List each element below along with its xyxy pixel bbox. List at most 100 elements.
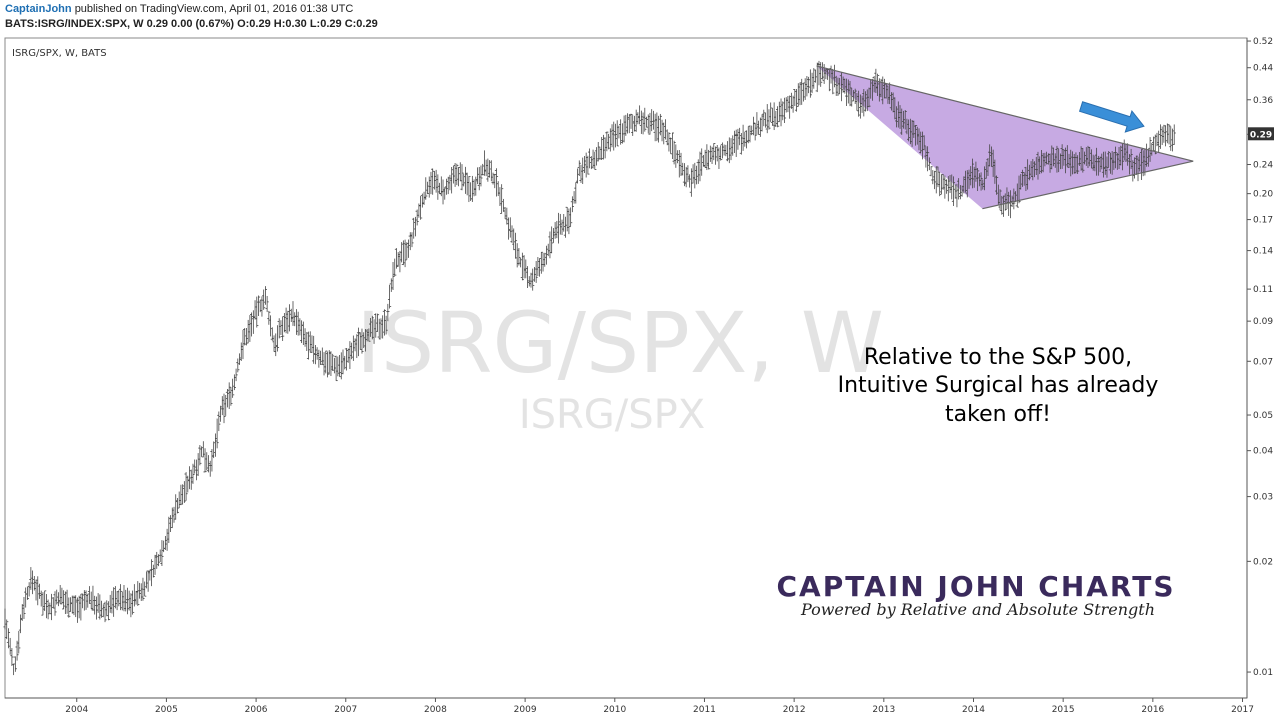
x-axis-ticks: 2004 2005 2006 2007 2008 2009 2010 2011 2012 2013…	[65, 698, 1254, 715]
ohlc-bar	[360, 328, 364, 354]
ohlc-bar	[396, 252, 400, 267]
ohlc-bar	[143, 581, 147, 597]
ohlc-bar	[724, 144, 728, 157]
ohlc-bar	[1003, 193, 1007, 211]
ohlc-bar	[170, 507, 174, 529]
ohlc-bar	[144, 571, 149, 589]
ohlc-bar	[469, 182, 473, 201]
ohlc-bar	[808, 69, 812, 98]
ohlc-bar	[415, 209, 419, 226]
ohlc-bar	[403, 239, 407, 268]
watermark-sub: ISRG/SPX	[519, 392, 705, 438]
ohlc-bar	[456, 166, 461, 187]
y-tick-label: 0.44	[1253, 64, 1273, 74]
ohlc-bar	[926, 146, 930, 172]
ohlc-bar	[198, 445, 202, 466]
ohlc-bar	[43, 590, 47, 612]
ohlc-bar	[470, 175, 474, 202]
ohlc-bar	[412, 217, 416, 239]
ohlc-bar	[105, 600, 109, 617]
ohlc-bar	[475, 167, 480, 185]
ohlc-bar	[481, 163, 485, 176]
ohlc-bar	[241, 329, 245, 360]
ohlc-bar	[87, 586, 92, 604]
ohlc-bar	[44, 594, 48, 619]
y-tick-label: 0.14	[1253, 247, 1273, 257]
ohlc-bar	[263, 286, 268, 305]
ohlc-bar	[1153, 134, 1157, 155]
ohlc-bar	[763, 112, 768, 128]
ohlc-bar	[232, 374, 236, 391]
ohlc-bar	[772, 102, 776, 131]
ohlc-bar	[586, 155, 590, 175]
ohlc-bar	[17, 630, 21, 654]
ohlc-bar	[482, 150, 487, 176]
symbol-ohlc-line: BATS:ISRG/INDEX:SPX, W 0.29 0.00 (0.67%)…	[5, 18, 378, 30]
ohlc-bar	[798, 82, 802, 106]
ohlc-bar	[629, 113, 633, 129]
ohlc-bar	[696, 159, 700, 184]
ohlc-bar	[41, 592, 45, 616]
author-name[interactable]: CaptainJohn	[5, 3, 72, 15]
x-tick-label: 2013	[872, 705, 895, 715]
ohlc-bar	[255, 296, 259, 328]
ohlc-bar	[794, 88, 799, 112]
ohlc-bar	[434, 169, 438, 193]
ohlc-bar	[789, 92, 793, 109]
ohlc-bar	[672, 140, 676, 165]
ohlc-bar	[765, 104, 769, 134]
ohlc-bar	[258, 299, 262, 313]
ohlc-bar	[227, 382, 231, 409]
ohlc-bar	[220, 396, 224, 416]
ohlc-bar	[122, 585, 126, 612]
ohlc-bar	[156, 554, 161, 567]
ohlc-bar	[994, 175, 999, 195]
ohlc-bar	[174, 494, 178, 520]
ohlc-bar	[679, 152, 683, 177]
ohlc-bar	[767, 109, 771, 130]
ohlc-bar	[517, 247, 521, 266]
ohlc-bar	[270, 327, 274, 341]
x-tick-label: 2006	[245, 705, 268, 715]
y-tick-label: 0.02	[1253, 557, 1273, 567]
ohlc-bar	[477, 166, 481, 191]
y-tick-label: 0.52	[1253, 37, 1273, 47]
ohlc-bar	[432, 170, 437, 190]
ohlc-bar	[489, 160, 493, 182]
ohlc-bar	[155, 551, 159, 569]
ohlc-bar	[588, 148, 592, 169]
ohlc-bar	[55, 589, 59, 605]
ohlc-bar	[199, 446, 204, 457]
ohlc-bar	[30, 570, 35, 595]
ohlc-bar	[979, 172, 983, 191]
ohlc-bar	[494, 168, 499, 197]
ohlc-bar	[324, 350, 328, 374]
ohlc-bar	[612, 121, 616, 151]
ohlc-bar	[67, 597, 71, 618]
ohlc-bar	[813, 69, 818, 83]
ohlc-bar	[267, 310, 271, 325]
ohlc-bar	[410, 232, 414, 248]
ohlc-bar	[708, 145, 712, 162]
ohlc-bar	[334, 355, 338, 382]
ohlc-bar	[758, 117, 762, 137]
ohlc-bar	[293, 312, 297, 327]
ohlc-bar	[1027, 164, 1031, 181]
ohlc-bar	[113, 586, 117, 609]
ohlc-bar	[465, 172, 469, 196]
ohlc-bar	[686, 165, 690, 183]
ohlc-bar	[229, 386, 233, 406]
ohlc-bar	[375, 313, 380, 332]
ohlc-bar	[791, 95, 795, 113]
ohlc-bar	[953, 184, 957, 199]
ohlc-bar	[118, 584, 123, 611]
ohlc-bar	[284, 307, 288, 334]
ohlc-bar	[136, 581, 140, 606]
ohlc-bar	[213, 433, 217, 457]
ohlc-bar	[1157, 130, 1161, 153]
ohlc-bar	[1169, 126, 1173, 151]
ohlc-bar	[398, 250, 402, 273]
ohlc-bar	[731, 135, 735, 156]
ohlc-bar	[1148, 137, 1152, 162]
